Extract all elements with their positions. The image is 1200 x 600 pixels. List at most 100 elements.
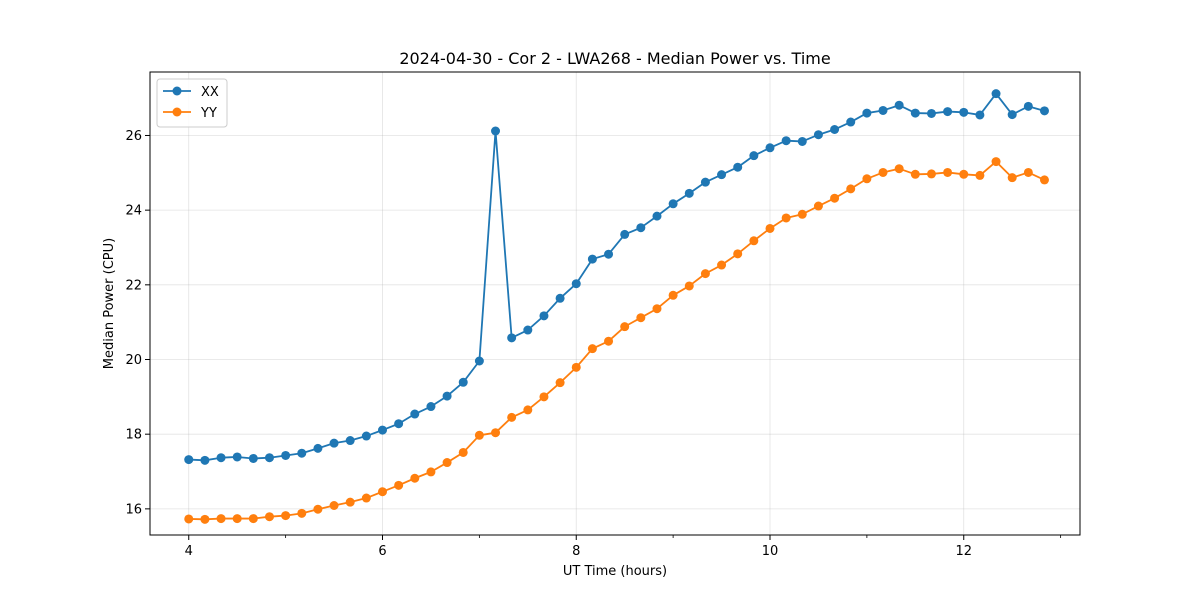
data-point-xx [426, 402, 436, 412]
data-point-xx [1007, 110, 1017, 120]
data-point-yy [846, 184, 856, 194]
data-point-xx [733, 162, 743, 172]
data-point-xx [329, 438, 339, 448]
data-point-yy [571, 362, 581, 372]
data-point-yy [813, 201, 823, 211]
data-point-yy [394, 480, 404, 490]
data-point-yy [474, 430, 484, 440]
plot-frame [149, 71, 1081, 536]
data-point-yy [555, 378, 565, 388]
data-point-yy [361, 493, 371, 503]
series-layer [184, 89, 1049, 524]
data-point-xx [281, 450, 291, 460]
data-point-yy [200, 514, 210, 524]
data-point-xx [781, 136, 791, 146]
y-tick-label: 22 [125, 278, 142, 293]
y-tick-label: 16 [125, 502, 142, 517]
data-point-yy [652, 304, 662, 314]
data-point-xx [830, 125, 840, 134]
data-point-xx [991, 89, 1001, 99]
data-point-xx [975, 110, 985, 120]
data-point-yy [507, 412, 517, 422]
data-point-xx [797, 136, 807, 146]
legend-marker-yy [172, 107, 182, 117]
data-point-yy [620, 322, 630, 332]
data-point-xx [620, 229, 630, 239]
data-point-yy [442, 458, 452, 468]
data-point-xx [668, 199, 678, 209]
data-point-xx [361, 431, 371, 441]
data-point-xx [345, 436, 355, 446]
data-point-xx [717, 170, 727, 180]
legend-label-yy: YY [200, 106, 217, 121]
data-point-xx [555, 293, 565, 303]
data-point-xx [587, 254, 597, 264]
data-point-yy [959, 169, 969, 179]
legend-marker-xx [172, 86, 182, 96]
y-tick-label: 20 [125, 353, 142, 368]
legend-label-xx: XX [201, 85, 219, 100]
data-point-xx [943, 107, 953, 117]
data-point-yy [264, 512, 274, 522]
data-point-yy [539, 392, 549, 402]
data-point-xx [539, 311, 549, 321]
data-point-xx [507, 333, 517, 343]
data-point-xx [846, 117, 856, 127]
data-point-xx [749, 151, 759, 161]
y-tick-label: 24 [125, 204, 142, 219]
series-line-yy [188, 160, 1045, 521]
data-point-yy [410, 473, 420, 483]
data-point-yy [1023, 167, 1033, 177]
data-point-yy [248, 514, 258, 524]
data-point-yy [232, 514, 242, 524]
data-point-xx [813, 130, 823, 140]
x-tick-label: 10 [762, 544, 779, 559]
data-point-yy [281, 511, 291, 521]
data-point-xx [765, 143, 775, 153]
data-point-xx [684, 188, 694, 198]
data-point-yy [975, 170, 985, 180]
x-tick-label: 4 [185, 544, 193, 559]
data-point-xx [894, 100, 904, 110]
data-point-yy [378, 487, 387, 497]
data-point-xx [523, 325, 533, 335]
data-point-yy [749, 236, 759, 246]
data-point-xx [442, 391, 452, 401]
data-point-yy [216, 514, 226, 524]
data-point-yy [636, 313, 646, 323]
data-point-xx [200, 455, 210, 465]
data-point-xx [184, 455, 194, 465]
data-point-yy [668, 290, 678, 300]
data-point-xx [878, 105, 888, 115]
x-axis-label: UT Time (hours) [563, 564, 667, 579]
chart-title: 2024-04-30 - Cor 2 - LWA268 - Median Pow… [399, 49, 830, 68]
x-tick-label: 8 [572, 544, 580, 559]
data-point-yy [1039, 175, 1049, 185]
data-point-yy [862, 174, 872, 184]
data-point-xx [636, 223, 646, 233]
data-point-yy [797, 209, 807, 219]
data-point-xx [571, 279, 581, 289]
data-point-yy [733, 249, 743, 259]
data-point-xx [700, 177, 710, 187]
data-point-yy [297, 508, 307, 518]
data-point-xx [297, 448, 307, 458]
data-point-yy [926, 169, 936, 179]
legend: XX YY [156, 78, 228, 128]
data-point-xx [264, 453, 274, 463]
data-point-xx [959, 107, 969, 117]
data-point-xx [926, 108, 936, 118]
y-axis-label: Median Power (CPU) [102, 238, 117, 369]
series-line-xx [188, 92, 1045, 462]
data-point-xx [1023, 101, 1033, 111]
data-point-yy [523, 405, 533, 415]
data-point-yy [943, 167, 953, 177]
data-point-yy [604, 336, 614, 346]
data-point-xx [458, 377, 468, 387]
data-point-xx [474, 356, 484, 366]
data-point-xx [378, 425, 387, 435]
data-point-yy [1007, 173, 1017, 183]
data-point-yy [830, 193, 840, 203]
data-point-xx [862, 108, 872, 118]
